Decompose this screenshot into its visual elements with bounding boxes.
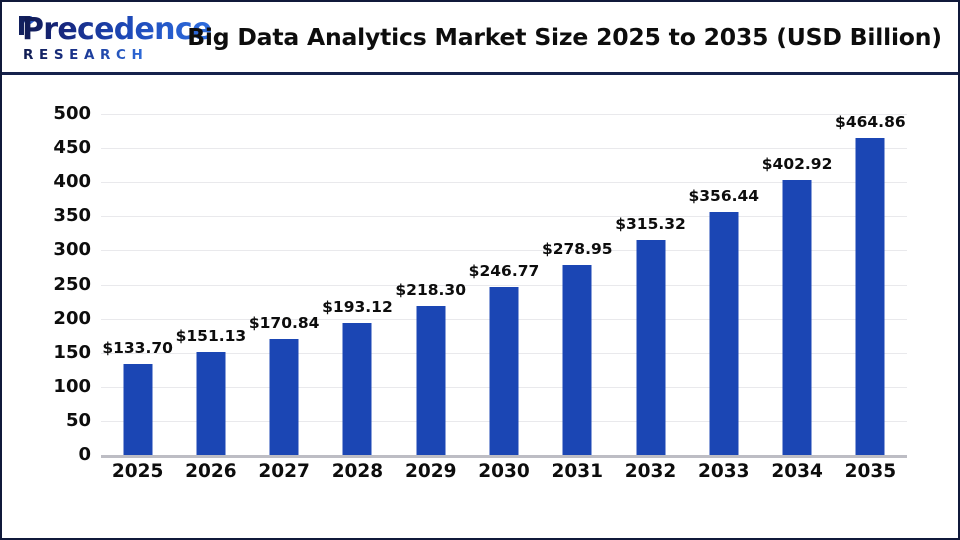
y-axis-tick-label: 100 (53, 375, 91, 397)
x-axis-tick-label: 2027 (258, 461, 310, 482)
bar-value-label: $193.12 (322, 298, 393, 317)
x-axis-tick-label: 2029 (404, 461, 457, 482)
bar[interactable] (489, 286, 519, 455)
x-axis-tick-labels: 2025 2026 2027 2028 2029 2030 2031 2032 2033 2034… (101, 75, 907, 495)
plot-area-wrapper: 0 50 100 150 200 250 300 350 400 450 500 $133.70 $1… (2, 75, 958, 538)
x-axis-tick-label: 2030 (478, 461, 530, 482)
x-axis-tick-label: 2026 (185, 461, 237, 482)
gridline (101, 250, 907, 252)
bar[interactable] (269, 338, 299, 455)
chart-header: Precedence RESEARCH Big Data Analytics M… (2, 2, 958, 75)
bar-value-label: $218.30 (395, 281, 467, 300)
y-axis-tick-label: 350 (53, 205, 91, 227)
bar-slot: $278.95 (541, 114, 614, 455)
bar-slot: $133.70 (101, 114, 174, 455)
x-axis-tick-label: 2033 (698, 461, 750, 482)
y-axis-tick-label: 150 (53, 341, 91, 363)
x-axis-tick-label: 2034 (771, 461, 823, 482)
x-axis-tick-label: 2028 (331, 461, 384, 482)
bar-value-label: $133.70 (102, 338, 173, 357)
bar-value-label: $278.95 (541, 239, 613, 258)
chart-title: Big Data Analytics Market Size 2025 to 2… (187, 23, 942, 51)
bar-slot: $151.13 (174, 114, 247, 455)
y-axis-tick-label: 250 (53, 273, 91, 295)
gridline (101, 216, 907, 218)
gridline (101, 114, 907, 115)
bar[interactable] (855, 137, 885, 455)
plot-area: $133.70 $151.13 $170.84 $193.12 $218.30 $246.… (101, 114, 907, 458)
bar[interactable] (782, 180, 812, 455)
bar[interactable] (636, 239, 666, 455)
bar-slot: $464.86 (834, 114, 907, 455)
bar-value-label: $151.13 (175, 326, 247, 345)
x-axis-tick-label: 2035 (844, 461, 897, 482)
bar-value-label: $315.32 (615, 214, 686, 233)
x-axis-tick-label: 2031 (551, 461, 604, 482)
bar-slot: $315.32 (614, 114, 687, 455)
y-axis-tick-label: 50 (65, 409, 91, 431)
y-axis-tick-label: 400 (53, 171, 91, 193)
bar[interactable] (709, 211, 739, 455)
bar-value-label: $246.77 (468, 261, 540, 280)
x-axis-line (101, 455, 907, 458)
y-axis-tick-label: 200 (53, 307, 91, 329)
x-axis-tick-label: 2025 (111, 461, 164, 482)
bar-slot: $246.77 (467, 114, 540, 455)
bar-value-label: $170.84 (248, 313, 320, 332)
bar[interactable] (196, 351, 226, 455)
bar[interactable] (416, 306, 446, 455)
precedence-p-mark (19, 16, 36, 35)
bar-slot: $356.44 (687, 114, 760, 455)
bar-value-label: $402.92 (761, 155, 833, 174)
x-axis-tick-label: 2032 (624, 461, 677, 482)
gridline (101, 182, 907, 184)
y-axis-tick-label: 500 (53, 103, 91, 124)
gridline (101, 284, 907, 286)
gridline (101, 148, 907, 150)
y-axis-tick-label: 300 (53, 239, 91, 261)
bar-slot: $218.30 (394, 114, 467, 455)
y-axis-tick-label: 0 (78, 444, 91, 465)
logo-subtitle: RESEARCH (23, 47, 149, 63)
y-axis-tick-labels: 0 50 100 150 200 250 300 350 400 450 500 (13, 105, 91, 464)
bar-slot: $193.12 (321, 114, 394, 455)
bar[interactable] (562, 264, 592, 455)
bar-slot: $402.92 (760, 114, 833, 455)
precedence-research-logo: Precedence RESEARCH (16, 14, 212, 66)
bar-value-label: $464.86 (835, 112, 906, 131)
bar[interactable] (123, 363, 153, 455)
bar-slot: $170.84 (248, 114, 321, 455)
bar[interactable] (342, 323, 372, 455)
y-axis-tick-label: 450 (53, 137, 91, 159)
logo-wordmark: Precedence (22, 12, 212, 47)
bar-value-label: $356.44 (688, 186, 760, 205)
